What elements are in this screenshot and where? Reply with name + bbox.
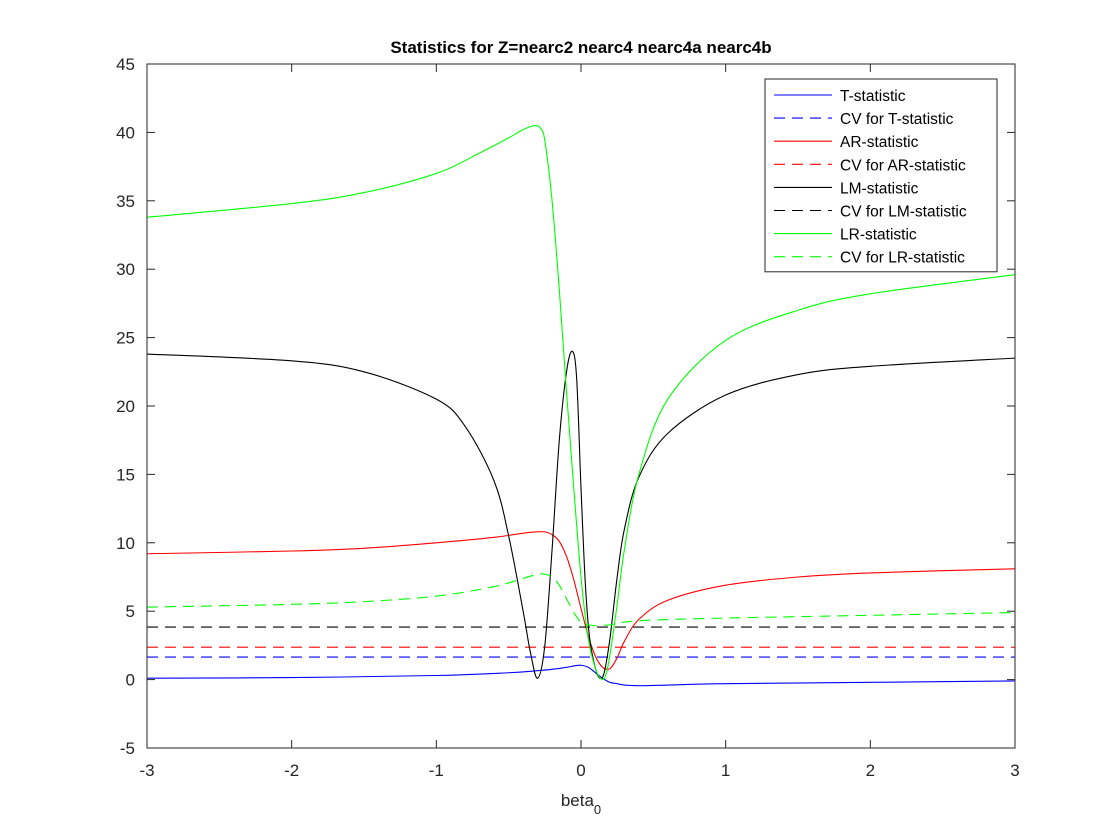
legend-label-ar-statistic: AR-statistic <box>840 134 919 151</box>
legend-label-cv-for-lr-statistic: CV for LR-statistic <box>840 250 965 267</box>
x-tick-label: -3 <box>139 761 154 780</box>
x-tick-label: 3 <box>1010 761 1019 780</box>
y-tick-label: 20 <box>116 397 135 416</box>
y-tick-label: 10 <box>116 534 135 553</box>
legend: T-statistic CV for T-statistic AR-statisti… <box>764 78 998 273</box>
y-tick-label: 30 <box>116 260 135 279</box>
x-tick-label: -2 <box>284 761 299 780</box>
legend-box <box>764 78 998 273</box>
chart-title: Statistics for Z=nearc2 nearc4 nearc4a n… <box>390 38 771 57</box>
y-tick-label: 45 <box>116 55 135 74</box>
y-tick-label: 40 <box>116 123 135 142</box>
series-lm-statistic-line <box>147 350 1015 680</box>
x-tick-label: 1 <box>721 761 730 780</box>
x-tick-label: -1 <box>429 761 444 780</box>
series-layer <box>147 124 1015 687</box>
legend-label-cv-for-ar-statistic: CV for AR-statistic <box>840 157 966 174</box>
y-tick-label: -5 <box>120 739 135 758</box>
x-tick-label: 2 <box>866 761 875 780</box>
y-tick-label: 25 <box>116 329 135 348</box>
x-axis-label-subscript: 0 <box>594 802 601 817</box>
y-tick-label: 0 <box>126 671 135 690</box>
legend-label-lm-statistic: LM-statistic <box>840 180 919 197</box>
legend-label-cv-for-lm-statistic: CV for LM-statistic <box>840 204 967 221</box>
series-lr-statistic-line <box>147 124 1015 680</box>
y-tick-label: 35 <box>116 192 135 211</box>
legend-label-cv-for-t-statistic: CV for T-statistic <box>840 111 954 128</box>
series-cv-for-lr-statistic-line <box>147 573 1015 627</box>
x-axis-label-text: beta <box>561 791 595 810</box>
series-t-statistic-line <box>147 664 1015 687</box>
y-tick-label: 15 <box>116 465 135 484</box>
legend-label-lr-statistic: LR-statistic <box>840 227 917 244</box>
x-tick-label: 0 <box>576 761 585 780</box>
axes-layer: -3 -2 -1 0 1 2 3 -5 0 5 10 15 20 25 30 35 40 45 <box>116 55 1020 780</box>
x-axis-label: beta0 <box>561 791 601 817</box>
legend-label-t-statistic: T-statistic <box>840 88 906 105</box>
y-tick-label: 5 <box>126 602 135 621</box>
series-ar-statistic-line <box>147 531 1015 671</box>
